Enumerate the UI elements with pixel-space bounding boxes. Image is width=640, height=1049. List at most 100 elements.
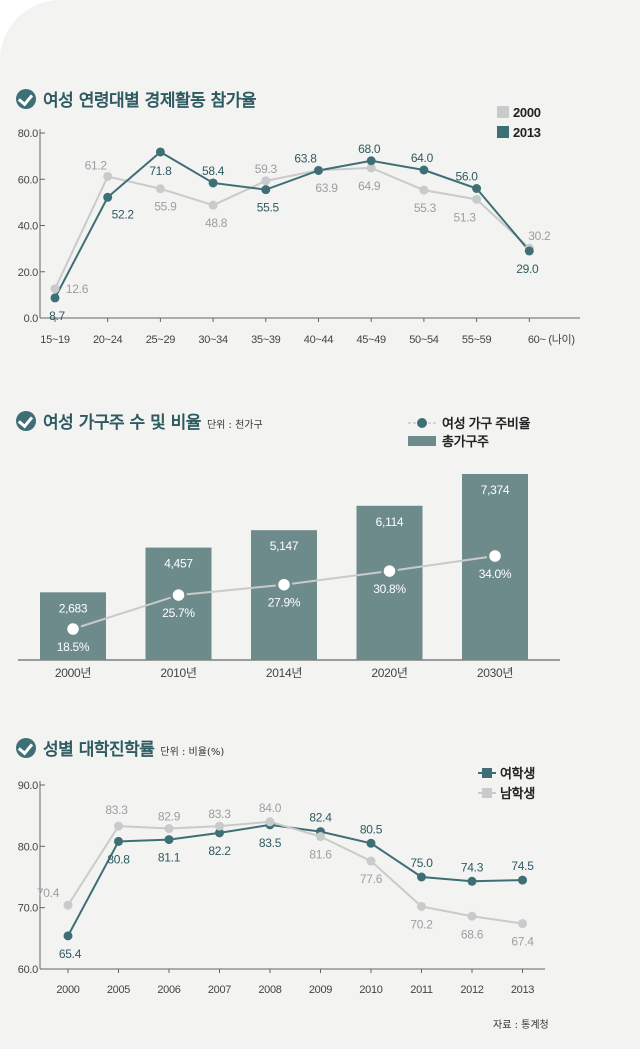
chart1-data-label-2000: 63.9: [315, 181, 338, 195]
chart3-data-label-남학생: 68.6: [461, 927, 484, 941]
chart3-data-label-여학생: 82.4: [309, 811, 332, 825]
chart3-data-label-여학생: 82.2: [208, 844, 231, 858]
chart3-point-남학생: [265, 817, 275, 827]
chart1-data-label-2013: 64.0: [411, 151, 434, 165]
chart3-point-여학생: [417, 872, 426, 882]
chart2-unit: 단위 : 천가구: [206, 420, 263, 431]
chart3-data-label-여학생: 74.3: [461, 860, 484, 874]
chart2-header: 여성 가구주 수 및 비율 단위 : 천가구: [16, 408, 263, 433]
chart1-point-2013: [524, 246, 534, 256]
chart1-legend-label: 2000: [513, 105, 541, 120]
chart3-legend-label: 여학생: [500, 766, 535, 781]
chart2-legend-swatch: [408, 436, 436, 446]
chart1-legend-swatch: [497, 126, 509, 138]
chart1-legend-swatch: [497, 106, 509, 118]
chart1-ytick-label: 80.0: [18, 128, 38, 140]
chart1-xtick-label: 55~59: [462, 334, 492, 346]
chart2-title: 여성 가구주 수 및 비율: [43, 413, 201, 433]
chart1-point-2013: [419, 165, 429, 175]
chart1-data-label-2013: 8.7: [49, 309, 65, 323]
chart3-point-여학생: [215, 828, 224, 838]
chart3-header: 성별 대학진학률 단위 : 비율(%): [16, 735, 224, 760]
chart3-unit: 단위 : 비율(%): [160, 747, 225, 758]
chart2-bar-value-label: 4,457: [164, 557, 193, 571]
chart1-point-2000: [50, 284, 60, 294]
chart2-ratio-point: [275, 576, 293, 593]
chart3-data-label-여학생: 74.5: [511, 859, 534, 873]
chart2-ratio-point: [381, 562, 398, 580]
chart1-data-label-2000: 64.9: [358, 179, 381, 193]
chart1-point-2013: [103, 192, 113, 202]
chart2-ratio-label: 27.9%: [268, 596, 301, 610]
chart3-data-label-여학생: 80.8: [107, 852, 130, 866]
chart3-point-남학생: [518, 919, 527, 929]
chart3-data-label-남학생: 70.4: [37, 886, 60, 900]
chart1-legend-label: 2013: [513, 125, 541, 140]
chart1-point-2000: [155, 184, 165, 194]
chart1-data-label-2013: 55.5: [257, 201, 280, 215]
chart3-point-남학생: [164, 824, 174, 834]
chart1-data-label-2013: 29.0: [516, 262, 539, 276]
chart2-bar: [462, 474, 528, 660]
chart1-data-label-2013: 71.8: [149, 164, 172, 178]
chart3-xtick-label: 2005: [107, 984, 130, 996]
chart3-series-line-남학생: [67, 820, 523, 925]
chart1-series-line-2013: [54, 150, 531, 299]
chart3-data-label-여학생: 83.5: [259, 836, 282, 850]
chart2-ratio-label: 18.5%: [57, 640, 90, 654]
chart2-bar-value-label: 2,683: [59, 601, 88, 615]
source-note: 자료 : 통계청: [493, 1020, 549, 1031]
chart1-xtick-label: 15~19: [40, 334, 70, 346]
chart1-xtick-label: 20~24: [93, 334, 123, 346]
chart2-bar-value-label: 7,374: [481, 483, 510, 497]
chart1-point-2000: [366, 163, 376, 173]
chart2-legend-ratio-label: 여성 가구 주비율: [442, 416, 531, 431]
chart3-xtick-label: 2011: [410, 984, 433, 996]
chart1-data-label-2013: 58.4: [202, 164, 225, 178]
chart2-ratio-label: 34.0%: [479, 567, 512, 581]
chart3-data-label-여학생: 75.0: [410, 856, 433, 870]
chart1-data-label-2000: 48.8: [205, 216, 228, 230]
chart1-data-label-2013: 63.8: [294, 151, 317, 165]
chart2-xtick-label: 2020년: [371, 666, 407, 680]
chart3-point-여학생: [63, 931, 73, 941]
chart3-title: 성별 대학진학률: [43, 740, 155, 760]
chart1-data-label-2000: 55.3: [414, 201, 437, 215]
chart2-ratio-point: [170, 586, 187, 604]
chart3-point-여학생: [467, 876, 477, 886]
chart3-data-label-남학생: 84.0: [259, 801, 282, 815]
chart3-xtick-label: 2009: [309, 984, 332, 996]
chart3-xtick-label: 2012: [460, 984, 483, 996]
chart3-xtick-label: 2013: [511, 984, 534, 996]
chart1-point-2013: [208, 178, 218, 188]
chart1-data-label-2000: 12.6: [66, 282, 89, 296]
chart1-xtick-label: 30~34: [198, 334, 228, 346]
chart1-data-label-2000: 30.2: [528, 229, 551, 243]
chart2-ratio-label: 25.7%: [162, 606, 195, 620]
chart3-data-label-남학생: 83.3: [208, 807, 231, 821]
chart3-data-label-여학생: 81.1: [158, 851, 181, 865]
chart1-point-2000: [208, 200, 218, 210]
check-icon: [16, 89, 36, 109]
chart1-data-label-2013: 52.2: [112, 207, 135, 221]
chart3-ytick-label: 60.0: [18, 964, 38, 976]
chart1-xtick-label: 60~ (나이): [528, 333, 575, 346]
chart1-data-label-2000: 61.2: [85, 158, 108, 172]
chart3-data-label-남학생: 77.6: [360, 872, 383, 886]
chart3-point-남학생: [63, 900, 73, 910]
chart3-xtick-label: 2000: [56, 984, 79, 996]
chart1-title: 여성 연령대별 경제활동 참가율: [43, 91, 257, 111]
chart1-ytick-label: 40.0: [18, 221, 38, 233]
chart2-bar-value-label: 6,114: [376, 515, 404, 529]
chart3-data-label-여학생: 65.4: [59, 947, 82, 961]
chart3-ytick-label: 90.0: [18, 780, 38, 792]
chart2-bar: [251, 530, 317, 660]
chart1-series-line-2000: [54, 166, 530, 290]
chart2-xtick-label: 2014년: [266, 666, 302, 680]
chart3-point-남학생: [316, 832, 325, 842]
chart1-point-2013: [155, 147, 165, 157]
chart3-point-남학생: [417, 901, 426, 911]
chart3-point-여학생: [164, 835, 174, 845]
chart1-xtick-label: 50~54: [409, 334, 439, 346]
